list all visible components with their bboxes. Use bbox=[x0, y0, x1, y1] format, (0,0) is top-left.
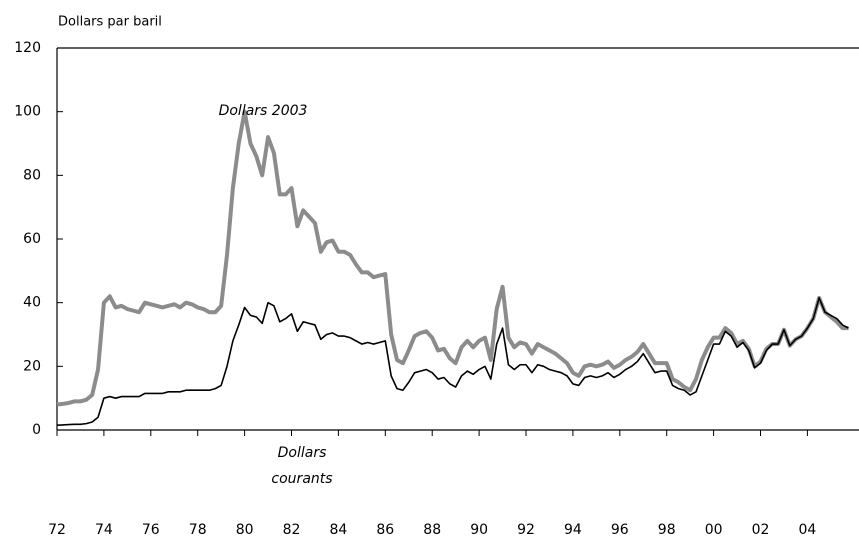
x-tick-label: 92 bbox=[517, 522, 535, 538]
x-tick-label: 84 bbox=[329, 522, 347, 538]
x-tick-label: 76 bbox=[142, 522, 160, 538]
x-tick-label: 72 bbox=[48, 522, 66, 538]
x-tick-label: 00 bbox=[705, 522, 723, 538]
x-tick-label: 94 bbox=[564, 522, 582, 538]
x-tick-label: 80 bbox=[236, 522, 254, 538]
y-tick-label: 0 bbox=[32, 422, 41, 438]
x-tick-label: 88 bbox=[423, 522, 441, 538]
x-tick-label: 78 bbox=[189, 522, 207, 538]
x-tick-label: 86 bbox=[376, 522, 394, 538]
y-tick-label: 80 bbox=[23, 167, 41, 183]
x-tick-label: 90 bbox=[470, 522, 488, 538]
y-tick-label: 100 bbox=[14, 104, 41, 120]
x-tick-label: 02 bbox=[752, 522, 770, 538]
x-tick-label: 98 bbox=[658, 522, 676, 538]
y-axis-label: Dollars par baril bbox=[58, 15, 162, 30]
annotation: Dollars courants bbox=[271, 445, 333, 487]
x-tick-label: 82 bbox=[283, 522, 301, 538]
line-series bbox=[56, 109, 849, 407]
annotation: Dollars 2003 bbox=[218, 103, 308, 119]
y-tick-label: 40 bbox=[23, 295, 41, 311]
x-tick-label: 96 bbox=[611, 522, 629, 538]
x-tick-label: 74 bbox=[95, 522, 113, 538]
y-tick-label: 20 bbox=[23, 358, 41, 374]
y-tick-label: 120 bbox=[14, 40, 41, 56]
y-tick-label: 60 bbox=[23, 231, 41, 247]
x-tick-label: 04 bbox=[798, 522, 816, 538]
line-series bbox=[56, 297, 849, 427]
